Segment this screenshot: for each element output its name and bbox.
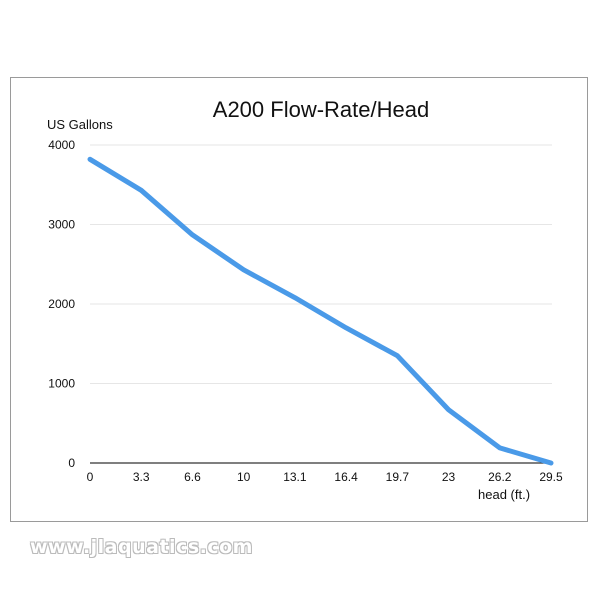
y-tick-label: 3000 bbox=[48, 218, 75, 232]
x-tick-label: 10 bbox=[237, 470, 251, 484]
y-tick-label: 0 bbox=[68, 456, 75, 470]
x-tick-label: 23 bbox=[442, 470, 456, 484]
y-tick-label: 4000 bbox=[48, 138, 75, 152]
watermark: www.jlaquatics.com bbox=[30, 536, 253, 558]
x-tick-label: 19.7 bbox=[386, 470, 410, 484]
x-tick-label: 13.1 bbox=[283, 470, 307, 484]
x-tick-label: 26.2 bbox=[488, 470, 512, 484]
y-tick-label: 2000 bbox=[48, 297, 75, 311]
x-axis-label: head (ft.) bbox=[478, 487, 531, 502]
data-series-line bbox=[87, 156, 554, 466]
x-tick-label: 16.4 bbox=[334, 470, 358, 484]
y-axis-label: US Gallons bbox=[47, 117, 113, 132]
x-tick-label: 6.6 bbox=[184, 470, 201, 484]
x-tick-label: 3.3 bbox=[133, 470, 150, 484]
y-tick-label: 1000 bbox=[48, 377, 75, 391]
x-tick-label: 0 bbox=[87, 470, 94, 484]
x-tick-label: 29.5 bbox=[539, 470, 563, 484]
chart-title: A200 Flow-Rate/Head bbox=[212, 97, 430, 122]
